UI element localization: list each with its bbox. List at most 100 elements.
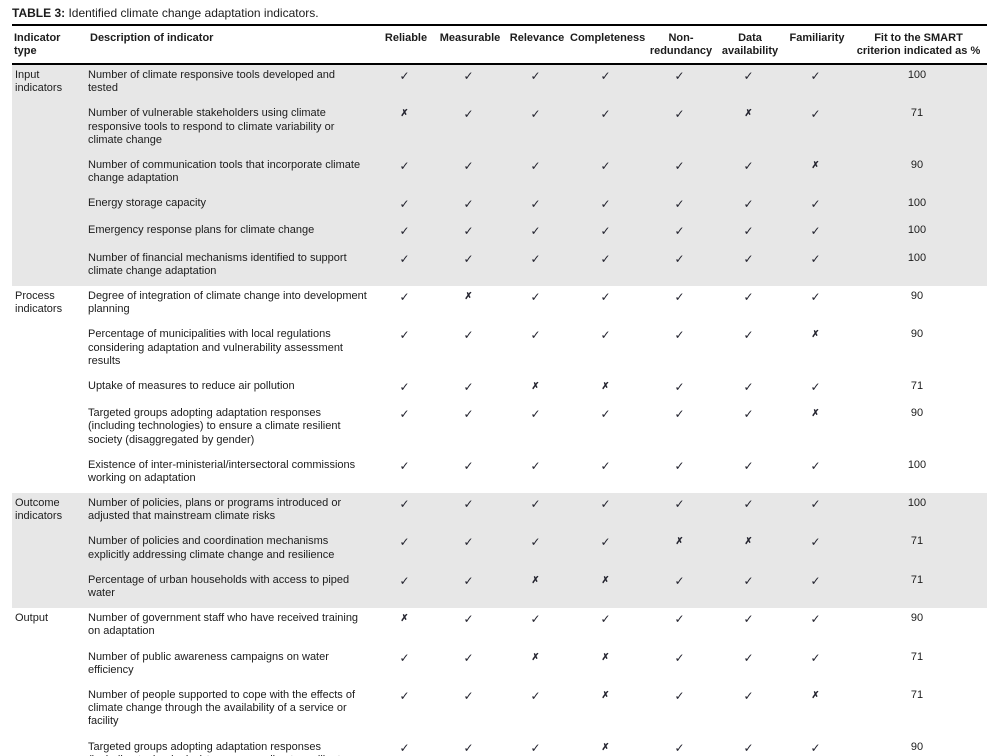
fit-percentage-value: 90 (910, 740, 924, 753)
indicator-description: Energy storage capacity (88, 193, 378, 221)
check-icon: ✓ (646, 376, 716, 403)
indicator-type-cell (12, 103, 88, 155)
column-header-familiarity: Familiarity (784, 26, 850, 65)
check-icon: ✓ (434, 63, 506, 104)
check-icon: ✓ (568, 531, 646, 570)
check-icon: ✓ (378, 455, 434, 493)
check-icon: ✓ (743, 740, 754, 755)
indicator-type-cell (12, 247, 88, 286)
check-icon: ✓ (716, 154, 784, 194)
check-icon: ✓ (530, 612, 541, 627)
check-icon: ✓ (674, 224, 685, 239)
check-icon: ✓ (600, 407, 611, 422)
check-icon: ✓ (463, 251, 474, 266)
check-icon: ✓ (784, 531, 850, 570)
indicator-description: Number of policies, plans or programs in… (88, 493, 378, 532)
cross-icon: ✗ (784, 154, 850, 194)
cross-icon: ✗ (531, 651, 540, 663)
check-icon: ✓ (646, 154, 716, 194)
table-row: Number of policies and coordination mech… (12, 531, 987, 570)
fit-percentage-value: 71 (850, 569, 987, 609)
cross-icon: ✗ (601, 651, 610, 663)
check-icon: ✓ (463, 573, 474, 588)
check-icon: ✓ (743, 290, 754, 304)
check-icon: ✓ (674, 379, 685, 394)
fit-percentage-value: 71 (910, 379, 924, 392)
cross-icon: ✗ (400, 613, 409, 625)
check-icon: ✓ (463, 407, 474, 422)
indicator-description: Number of government staff who have rece… (88, 612, 359, 638)
cross-icon: ✗ (378, 608, 434, 646)
check-icon: ✓ (463, 740, 474, 755)
table-row: Uptake of measures to reduce air polluti… (12, 376, 987, 403)
indicator-type-cell (12, 403, 88, 455)
check-icon: ✓ (399, 407, 410, 422)
check-icon: ✓ (434, 247, 506, 286)
check-icon: ✓ (646, 455, 716, 493)
check-icon: ✓ (646, 737, 716, 756)
check-icon: ✓ (434, 403, 506, 455)
indicator-type-cell (12, 154, 88, 194)
cross-icon: ✗ (744, 108, 753, 120)
check-icon: ✓ (810, 197, 821, 212)
check-icon: ✓ (646, 324, 716, 376)
cross-icon: ✗ (811, 329, 820, 341)
check-icon: ✓ (784, 103, 850, 155)
check-icon: ✓ (378, 193, 434, 221)
cross-icon: ✗ (646, 531, 716, 570)
check-icon: ✓ (530, 407, 541, 422)
check-icon: ✓ (743, 158, 754, 173)
indicator-description: Uptake of measures to reduce air polluti… (88, 379, 295, 392)
indicator-description: Number of climate responsive tools devel… (88, 63, 378, 104)
check-icon: ✓ (378, 247, 434, 286)
check-icon: ✓ (646, 685, 716, 737)
table-row: Process indicators Degree of integration … (12, 286, 987, 324)
check-icon: ✓ (716, 247, 784, 286)
check-icon: ✓ (674, 107, 685, 122)
table-row: Number of public awareness campaigns on … (12, 647, 987, 685)
fit-percentage-value: 100 (850, 193, 987, 221)
check-icon: ✓ (784, 247, 850, 286)
check-icon: ✓ (378, 63, 434, 104)
check-icon: ✓ (716, 324, 784, 376)
check-icon: ✓ (646, 220, 716, 248)
check-icon: ✓ (399, 650, 410, 665)
check-icon: ✓ (810, 740, 821, 755)
check-icon: ✓ (600, 224, 611, 239)
check-icon: ✓ (646, 193, 716, 221)
check-icon: ✓ (784, 493, 850, 532)
cross-icon: ✗ (716, 531, 784, 570)
indicator-description: Existence of inter-ministerial/intersect… (88, 458, 356, 484)
column-header-reliable: Reliable (378, 26, 434, 65)
check-icon: ✓ (568, 63, 646, 104)
indicator-description: Degree of integration of climate change … (88, 290, 367, 316)
cross-icon: ✗ (568, 569, 646, 609)
fit-percentage-value: 90 (850, 154, 987, 194)
indicator-type-cell (12, 455, 88, 493)
check-icon: ✓ (716, 737, 784, 756)
check-icon: ✓ (743, 650, 754, 665)
check-icon: ✓ (463, 328, 474, 343)
check-icon: ✓ (434, 193, 506, 221)
check-icon: ✓ (743, 224, 754, 239)
indicator-type-cell (12, 647, 88, 685)
cross-icon: ✗ (400, 108, 409, 120)
check-icon: ✓ (568, 286, 646, 324)
check-icon: ✓ (506, 685, 568, 737)
check-icon: ✓ (600, 107, 611, 122)
table-row: Targeted groups adopting adaptation resp… (12, 403, 987, 455)
check-icon: ✓ (810, 379, 821, 394)
check-icon: ✓ (463, 650, 474, 665)
check-icon: ✓ (530, 535, 541, 550)
check-icon: ✓ (646, 569, 716, 609)
check-icon: ✓ (568, 103, 646, 155)
check-icon: ✓ (568, 493, 646, 532)
check-icon: ✓ (674, 650, 685, 665)
fit-percentage-value: 71 (850, 103, 987, 155)
table-row: Percentage of municipalities with local … (12, 324, 987, 376)
check-icon: ✓ (784, 647, 850, 685)
check-icon: ✓ (399, 535, 410, 550)
check-icon: ✓ (530, 328, 541, 343)
cross-icon: ✗ (784, 403, 850, 455)
indicator-description: Percentage of municipalities with local … (88, 328, 343, 367)
